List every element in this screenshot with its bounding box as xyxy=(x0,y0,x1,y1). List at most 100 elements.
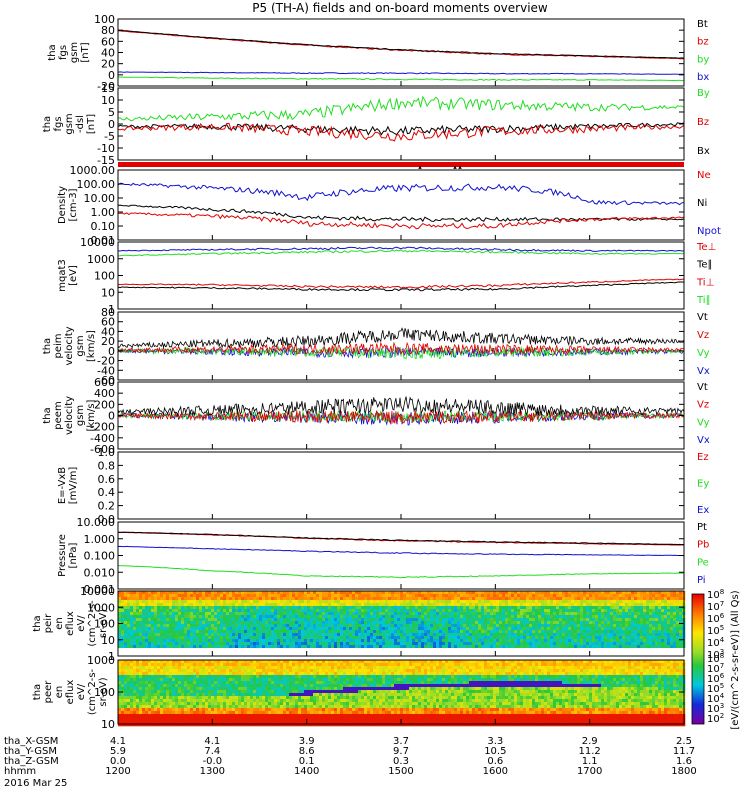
spectrogram-cell xyxy=(508,639,512,643)
spectrogram-cell xyxy=(151,642,155,646)
spectrogram-cell xyxy=(517,600,521,604)
spectrogram-cell xyxy=(352,618,356,622)
spectrogram-cell xyxy=(163,708,167,712)
spectrogram-cell xyxy=(178,687,182,691)
spectrogram-cell xyxy=(382,648,386,652)
spectrogram-cell xyxy=(136,630,140,634)
spectrogram-cell xyxy=(436,612,440,616)
spectrogram-cell xyxy=(520,651,524,655)
spectrogram-cell xyxy=(427,594,431,598)
spectrogram-cell xyxy=(220,651,224,655)
spectrogram-cell xyxy=(607,627,611,631)
spectrogram-cell xyxy=(529,603,533,607)
spectrogram-cell xyxy=(193,600,197,604)
spectrogram-cell xyxy=(283,633,287,637)
spectrogram-cell xyxy=(670,597,674,601)
spectrogram-cell xyxy=(211,636,215,640)
spectrogram-cell xyxy=(553,591,557,595)
spectrogram-cell xyxy=(223,636,227,640)
spectrogram-cell xyxy=(592,642,596,646)
spectrogram-cell xyxy=(217,606,221,610)
spectrogram-cell xyxy=(190,636,194,640)
spectrogram-cell xyxy=(556,627,560,631)
spectrogram-cell xyxy=(127,690,131,694)
spectrogram-cell xyxy=(268,600,272,604)
spectrogram-cell xyxy=(400,615,404,619)
spectrogram-cell xyxy=(574,627,578,631)
spectrogram-cell xyxy=(619,618,623,622)
spectrogram-cell xyxy=(247,609,251,613)
spectrogram-cell xyxy=(478,597,482,601)
spectrogram-cell xyxy=(319,648,323,652)
spectrogram-cell xyxy=(346,630,350,634)
spectrogram-cell xyxy=(229,603,233,607)
spectrogram-cell xyxy=(130,651,134,655)
spectrogram-cell xyxy=(295,645,299,649)
spectrogram-cell xyxy=(406,615,410,619)
spectrogram-cell xyxy=(538,603,542,607)
spectrogram-cell xyxy=(562,627,566,631)
spectrogram-cell xyxy=(511,615,515,619)
spectrogram-cell xyxy=(292,636,296,640)
spectrogram-cell xyxy=(655,603,659,607)
spectrogram-cell xyxy=(478,624,482,628)
spectrogram-cell xyxy=(163,639,167,643)
spectrogram-cell xyxy=(577,630,581,634)
spectrogram-cell xyxy=(373,627,377,631)
spectrogram-cell xyxy=(499,645,503,649)
spectrogram-cell xyxy=(178,594,182,598)
spectrogram-cell xyxy=(391,597,395,601)
spectrogram-cell xyxy=(607,615,611,619)
spectrogram-cell xyxy=(238,609,242,613)
spectrogram-cell xyxy=(127,630,131,634)
spectrogram-cell xyxy=(559,615,563,619)
spectrogram-cell xyxy=(646,591,650,595)
spectrogram-cell xyxy=(145,687,149,691)
spectrogram-cell xyxy=(352,594,356,598)
spectrogram-cell xyxy=(508,633,512,637)
spectrogram-cell xyxy=(541,645,545,649)
spectrogram-cell xyxy=(178,621,182,625)
spectrogram-cell xyxy=(196,642,200,646)
spectrogram-cell xyxy=(181,606,185,610)
spectrogram-cell xyxy=(121,705,125,709)
spectrogram-cell xyxy=(187,618,191,622)
spectrogram-cell xyxy=(274,615,278,619)
spectrogram-cell xyxy=(214,642,218,646)
spectrogram-cell xyxy=(514,621,518,625)
spectrogram-cell xyxy=(502,624,506,628)
spectrogram-cell xyxy=(490,639,494,643)
spectrogram-cell xyxy=(454,603,458,607)
spectrogram-cell xyxy=(679,603,683,607)
spectrogram-cell xyxy=(148,687,152,691)
spectrogram-cell xyxy=(160,669,164,673)
spectrogram-cell xyxy=(199,606,203,610)
spectrogram-cell xyxy=(166,615,170,619)
spectrogram-cell xyxy=(295,612,299,616)
spectrogram-cell xyxy=(394,609,398,613)
spectrogram-cell xyxy=(160,660,164,664)
spectrogram-cell xyxy=(655,627,659,631)
spectrogram-cell xyxy=(382,603,386,607)
spectrogram-cell xyxy=(265,603,269,607)
spectrogram-cell xyxy=(532,648,536,652)
spectrogram-cell xyxy=(418,621,422,625)
spectrogram-cell xyxy=(460,633,464,637)
spectrogram-cell xyxy=(604,591,608,595)
spectrogram-cell xyxy=(652,633,656,637)
spectrogram-cell xyxy=(262,615,266,619)
spectrogram-cell xyxy=(301,603,305,607)
spectrogram-cell xyxy=(412,648,416,652)
spectrogram-cell xyxy=(490,600,494,604)
spectrogram-cell xyxy=(532,633,536,637)
spectrogram-cell xyxy=(205,633,209,637)
spectrogram-cell xyxy=(427,603,431,607)
legend-Vt: Vt xyxy=(697,382,708,393)
spectrogram-cell xyxy=(271,621,275,625)
spectrogram-cell xyxy=(226,633,230,637)
spectrogram-cell xyxy=(664,618,668,622)
y-tick-label: 100.00 xyxy=(77,178,116,191)
spectrogram-cell xyxy=(352,645,356,649)
spectrogram-cell xyxy=(220,600,224,604)
spectrogram-cell xyxy=(580,651,584,655)
